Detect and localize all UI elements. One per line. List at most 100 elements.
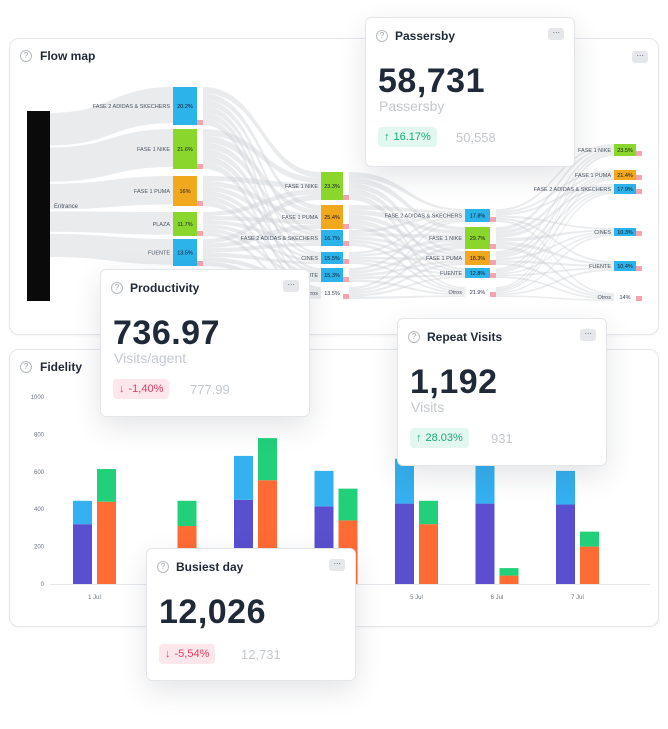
flow-node-label: CINES [594, 230, 611, 236]
flow-link [349, 241, 465, 274]
flow-node-value: 16.7% [324, 236, 340, 242]
bar-segment [338, 488, 358, 521]
flow-link [496, 269, 614, 296]
bar-segment [580, 531, 599, 547]
bar-segment [97, 501, 116, 584]
flow-link [203, 181, 321, 220]
delta-value: 16.17% [393, 131, 431, 143]
bar-segment [419, 524, 438, 584]
flow-node-label: FASE 2 ADIDAS & SKECHERS [385, 214, 463, 220]
y-tick-label: 600 [34, 470, 45, 476]
flow-link [349, 259, 465, 275]
flow-node-value: 11.7% [177, 222, 192, 228]
entrance-label: Entrance [54, 204, 79, 210]
flow-node-value: 21.9% [470, 290, 486, 296]
flow-link [496, 229, 614, 242]
flow-link [203, 118, 321, 290]
metric-unit: Passersby [379, 98, 445, 114]
flow-node-label: Otros [598, 295, 612, 301]
arrow-down-icon: ↓ [119, 383, 125, 395]
flow-link [496, 232, 614, 275]
metric-value: 58,731 [378, 62, 485, 100]
more-icon[interactable]: ··· [632, 51, 648, 63]
flow-node-label: FASE 1 NIKE [285, 184, 318, 190]
flow-node [321, 268, 343, 282]
delta-value: 28.03% [425, 432, 463, 444]
previous-value: 12,731 [241, 647, 281, 662]
y-tick-label: 800 [34, 432, 45, 438]
flow-node-exit [636, 189, 642, 194]
flow-node [321, 230, 343, 246]
bar-segment [73, 500, 92, 525]
help-icon[interactable]: ? [20, 361, 32, 373]
y-tick-label: 400 [34, 507, 45, 513]
more-icon[interactable]: ··· [580, 329, 596, 341]
delta-badge: ↑ 16.17% [378, 127, 437, 147]
flow-link [349, 242, 465, 292]
flow-node-label: FASE 1 PUMA [426, 256, 462, 262]
productivity-card: ? Productivity ··· 736.97 Visits/agent ↓… [100, 269, 310, 417]
flow-node-label: CINES [301, 256, 318, 262]
flow-node-value: 29.7% [470, 236, 486, 242]
flow-node [465, 227, 490, 249]
flow-node-exit [343, 259, 349, 264]
flow-node [173, 212, 197, 236]
flow-link [349, 224, 465, 291]
help-icon[interactable]: ? [157, 561, 169, 573]
flow-map-header: ? Flow map [20, 49, 95, 63]
fidelity-title: Fidelity [40, 360, 83, 374]
flow-link [203, 142, 321, 237]
flow-link [496, 231, 614, 261]
flow-node-value: 13.5% [177, 251, 193, 257]
bar-segment [395, 503, 414, 584]
flow-node-label: FASE 2 ADIDAS & SKECHERS [241, 236, 319, 242]
previous-value: 50,558 [456, 130, 496, 145]
flow-link [349, 295, 465, 299]
more-icon[interactable]: ··· [548, 28, 564, 40]
help-icon[interactable]: ? [20, 50, 32, 62]
flow-node-label: Otros [305, 291, 319, 297]
flow-node-exit [636, 296, 642, 301]
flow-node-exit [490, 273, 496, 278]
more-icon[interactable]: ··· [283, 280, 299, 292]
flow-link [349, 209, 465, 235]
bar-segment [258, 438, 277, 481]
flow-node [173, 87, 197, 125]
card-title: Passersby [395, 29, 456, 43]
flow-link [203, 220, 321, 243]
busiest-day-card: ? Busiest day ··· 12,026 ↓ -5,54% 12,731 [146, 548, 356, 681]
flow-link [203, 232, 321, 297]
flow-node-value: 15.5% [324, 256, 340, 262]
flow-node-value: 10.4% [617, 264, 633, 270]
bar-segment [97, 468, 116, 502]
flow-node [465, 209, 490, 222]
flow-link [349, 245, 465, 292]
flow-link [203, 224, 321, 248]
flow-node [173, 239, 197, 266]
flow-node-label: PLAZA [153, 222, 171, 228]
delta-badge: ↓ -5,54% [159, 644, 216, 664]
flow-node [173, 129, 197, 169]
flow-link [496, 148, 614, 254]
flow-link [50, 176, 173, 210]
flow-map-title: Flow map [40, 49, 96, 63]
flow-link [203, 87, 321, 178]
repeat-visits-card: ? Repeat Visits ··· 1,192 Visits ↑ 28.03… [397, 318, 607, 466]
flow-node-exit [490, 260, 496, 265]
flow-node-value: 21.6% [177, 147, 193, 153]
help-icon[interactable]: ? [408, 331, 420, 343]
help-icon[interactable]: ? [376, 30, 388, 42]
flow-link [203, 176, 321, 189]
flow-node [614, 170, 636, 180]
flow-node-exit [343, 241, 349, 246]
more-icon[interactable]: ··· [329, 559, 345, 571]
flow-link [496, 260, 614, 267]
fidelity-header: ? Fidelity [20, 360, 82, 374]
bar-segment [556, 470, 575, 505]
bar-segment [73, 524, 92, 584]
flow-node [465, 268, 490, 278]
entrance-node [27, 111, 50, 301]
card-header: ? Productivity [111, 281, 199, 295]
flow-link [203, 112, 321, 271]
help-icon[interactable]: ? [111, 282, 123, 294]
